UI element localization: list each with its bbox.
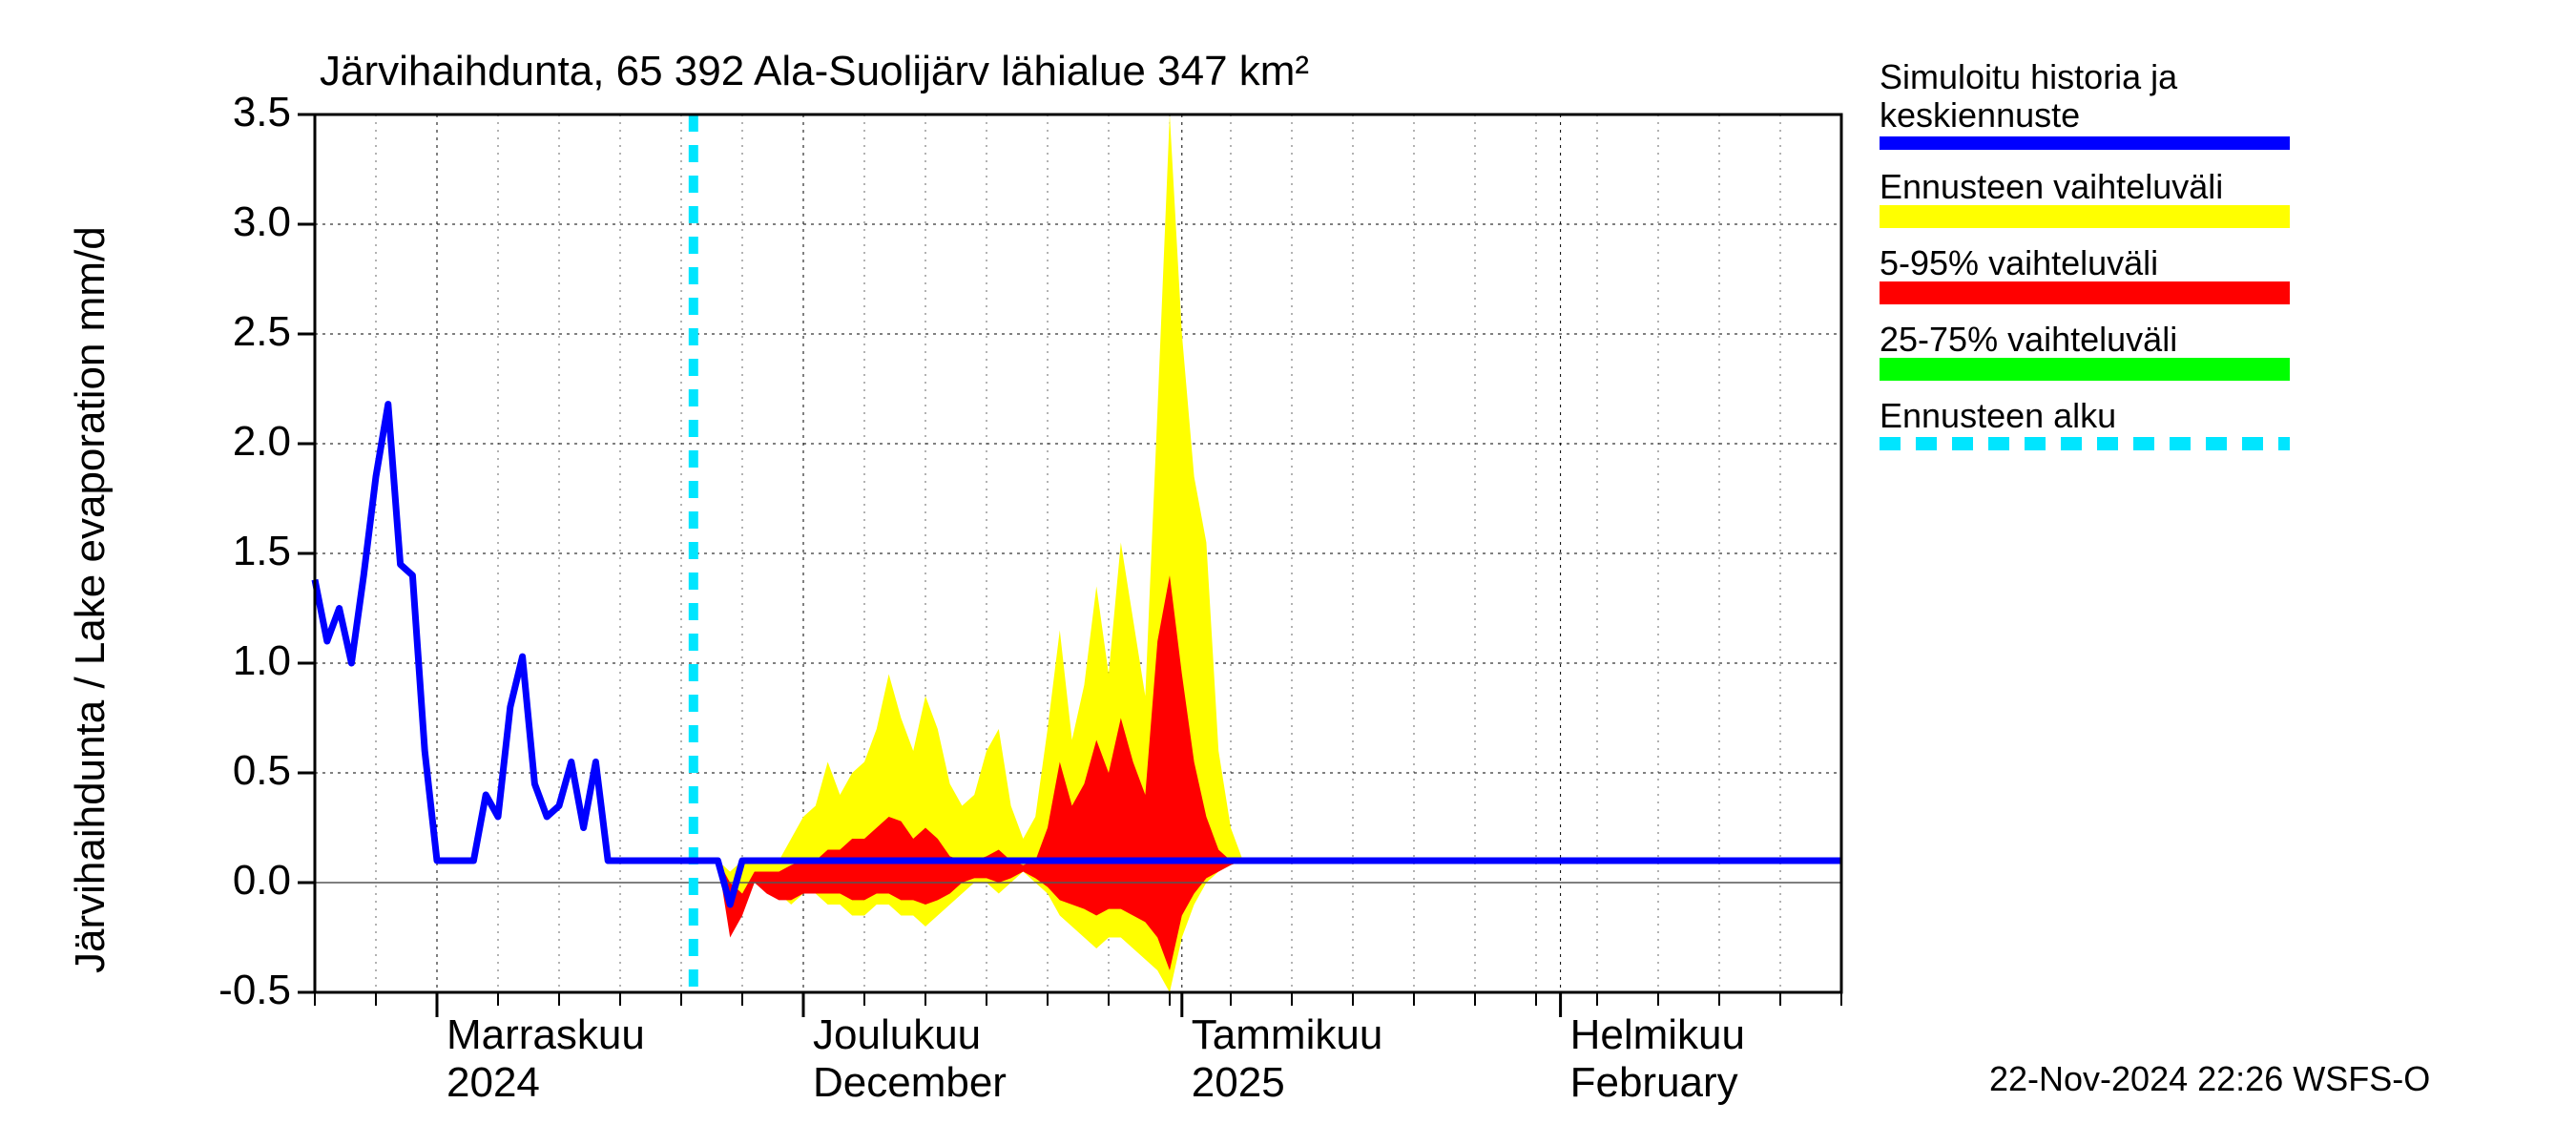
xtick-label: Tammikuu [1192, 1011, 1383, 1059]
ytick-label: 1.5 [167, 528, 291, 575]
ytick-label: 0.0 [167, 857, 291, 905]
ytick-label: -0.5 [167, 967, 291, 1014]
xtick-label: February [1570, 1059, 1738, 1107]
legend-label: keskiennuste [1880, 95, 2080, 135]
timestamp: 22-Nov-2024 22:26 WSFS-O [1989, 1059, 2430, 1099]
chart-container: Järvihaihdunta, 65 392 Ala-Suolijärv läh… [0, 0, 2576, 1145]
xtick-label: Helmikuu [1570, 1011, 1745, 1059]
xtick-label: December [813, 1059, 1007, 1107]
xtick-label: 2024 [447, 1059, 540, 1107]
ytick-label: 2.5 [167, 308, 291, 356]
ytick-label: 0.5 [167, 747, 291, 795]
xtick-label: Joulukuu [813, 1011, 981, 1059]
ytick-label: 1.0 [167, 637, 291, 685]
ytick-label: 2.0 [167, 418, 291, 466]
legend-label: 5-95% vaihteluväli [1880, 243, 2158, 283]
legend-label: Ennusteen vaihteluväli [1880, 167, 2223, 207]
legend-label: Ennusteen alku [1880, 396, 2116, 436]
legend-label: 25-75% vaihteluväli [1880, 320, 2177, 360]
ytick-label: 3.0 [167, 198, 291, 246]
legend-label: Simuloitu historia ja [1880, 57, 2177, 97]
ytick-label: 3.5 [167, 89, 291, 136]
xtick-label: Marraskuu [447, 1011, 645, 1059]
xtick-label: 2025 [1192, 1059, 1285, 1107]
